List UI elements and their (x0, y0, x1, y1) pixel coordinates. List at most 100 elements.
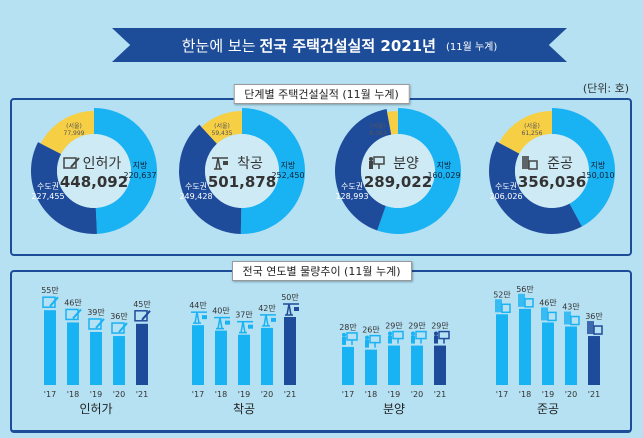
x-tick-label: '20 (565, 390, 577, 399)
presenter-icon (342, 332, 358, 345)
local-value: 150,010 (581, 171, 614, 180)
title-banner: 한눈에 보는 전국 주택건설실적 2021년 (11월 누계) (112, 28, 567, 62)
building-icon (495, 299, 511, 314)
building-icon (522, 156, 538, 170)
slice-capital (30, 142, 98, 234)
seoul-value: 59,435 (212, 130, 233, 137)
presenter-icon (369, 156, 385, 169)
bar-chart-title: 인허가 (79, 402, 112, 416)
donut-hole (57, 134, 131, 208)
seoul-value: 77,999 (64, 130, 85, 137)
bar-chart: 44만 '17 40만 '18 37만 '19 42만 '20 50만 '21 착공 (189, 293, 299, 416)
capital-name: 수도권 (495, 181, 517, 191)
icon-part (593, 325, 603, 335)
icon-part (346, 332, 358, 341)
bar-chart-title: 분양 (383, 402, 405, 416)
bar (434, 345, 446, 385)
capital-value: 227,455 (31, 192, 64, 201)
icon-part (365, 335, 369, 340)
icon-part (248, 324, 253, 329)
icon-part (369, 161, 373, 169)
bar-value-label: 45만 (133, 300, 151, 309)
bar (519, 308, 531, 385)
title-note: (11월 누계) (445, 41, 498, 53)
bar-value-label: 36만 (110, 312, 128, 321)
bar-value-label: 29만 (385, 322, 403, 331)
bar (588, 336, 600, 385)
slice-capital (488, 141, 582, 235)
icon-part (65, 308, 79, 321)
bar-chart-title: 착공 (233, 402, 255, 416)
bar (67, 322, 79, 385)
slice-local (377, 108, 461, 234)
capital-name: 수도권 (341, 181, 363, 191)
slice-local (240, 108, 305, 234)
icon-part (141, 310, 151, 321)
x-tick-label: '20 (113, 390, 125, 399)
stage-total: 289,022 (364, 173, 432, 191)
bar (342, 346, 354, 385)
stage-total: 501,878 (208, 173, 276, 191)
crane-icon (191, 311, 207, 324)
local-name: 지방 (281, 160, 296, 170)
icon-part (587, 321, 594, 335)
local-name: 지방 (437, 160, 452, 170)
bar-value-label: 39만 (87, 308, 105, 317)
bar-value-label: 36만 (585, 312, 603, 321)
x-tick-label: '18 (365, 390, 377, 399)
x-tick-label: '19 (90, 390, 102, 399)
seoul-name: (서울) (66, 122, 82, 130)
bar (388, 345, 400, 385)
x-tick-label: '19 (388, 390, 400, 399)
icon-part (438, 330, 450, 340)
unit-label: (단위: 호) (582, 82, 629, 95)
donut-hole (361, 134, 435, 208)
building-icon (518, 293, 534, 308)
seoul-name: (서울) (370, 122, 386, 130)
icon-part (216, 317, 224, 330)
presenter-icon (434, 330, 450, 344)
document-pen-icon (111, 322, 128, 334)
bar (565, 326, 577, 385)
icon-part (63, 157, 77, 169)
bar-value-label: 46만 (539, 298, 557, 307)
slice-seoul (201, 111, 242, 144)
x-tick-label: '17 (44, 390, 56, 399)
capital-value: 128,993 (335, 192, 368, 201)
icon-part (434, 331, 438, 336)
icon-part (95, 318, 105, 329)
x-tick-label: '18 (67, 390, 79, 399)
x-tick-label: '17 (192, 390, 204, 399)
icon-part (369, 334, 381, 344)
icon-part (262, 314, 270, 327)
crane-icon (212, 157, 228, 170)
bar (44, 310, 56, 385)
bar (496, 314, 508, 385)
bar (411, 345, 423, 385)
icon-part (49, 296, 59, 307)
x-tick-label: '20 (261, 390, 273, 399)
icon-part (239, 321, 247, 334)
bar-value-label: 46만 (64, 298, 82, 307)
icon-part (434, 335, 438, 344)
x-tick-label: '21 (136, 390, 148, 399)
bar (238, 334, 250, 385)
crane-icon (214, 316, 230, 330)
icon-part (501, 303, 511, 314)
document-pen-icon (65, 308, 82, 321)
stage-total: 448,092 (60, 173, 128, 191)
icon-part (392, 330, 404, 340)
x-tick-label: '21 (284, 390, 296, 399)
title-main: 전국 주택건설실적 2021년 (259, 36, 436, 55)
icon-part (202, 315, 207, 320)
x-tick-label: '18 (215, 390, 227, 399)
bar-value-label: 29만 (431, 322, 449, 331)
local-value: 220,637 (123, 171, 156, 180)
bar (365, 349, 377, 385)
x-tick-label: '17 (342, 390, 354, 399)
icon-part (415, 330, 427, 340)
icon-part (528, 160, 538, 170)
building-icon (564, 311, 580, 326)
